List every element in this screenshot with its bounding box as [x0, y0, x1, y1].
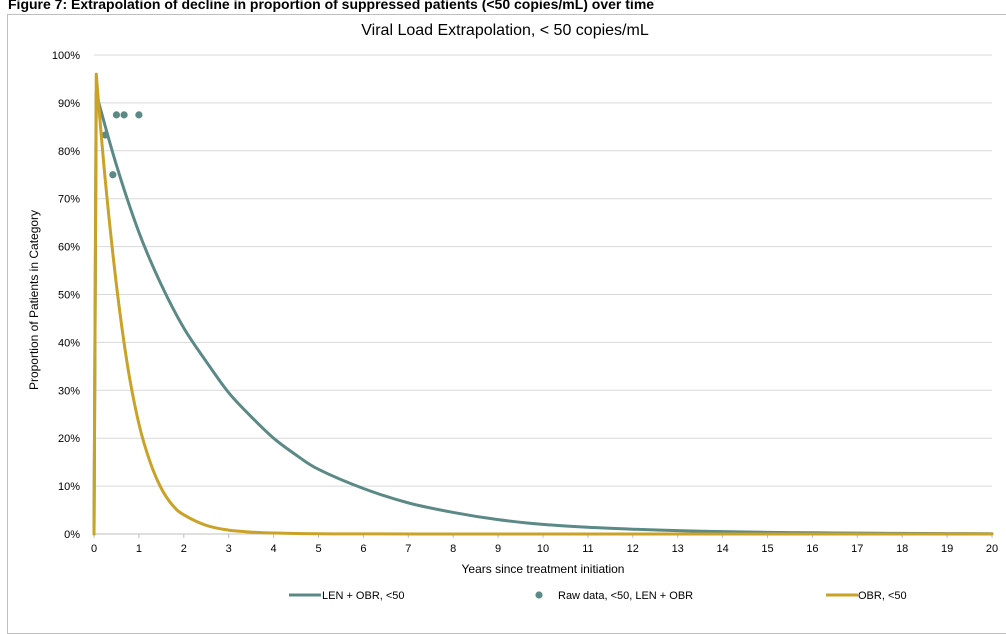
y-axis-title: Proportion of Patients in Category [27, 210, 41, 390]
grid-layer [94, 54, 992, 487]
x-tick-label: 11 [582, 543, 593, 555]
series-line-len-obr [92, 91, 994, 536]
x-tick-label: 18 [896, 543, 908, 555]
x-tick-label: 5 [315, 543, 321, 555]
x-axis-title: Years since treatment initiation [462, 562, 625, 576]
x-tick-label: 3 [226, 543, 232, 555]
raw-data-point [109, 171, 117, 179]
x-tick-label: 6 [360, 543, 366, 555]
legend-label: OBR, <50 [858, 590, 907, 602]
raw-data-point [112, 111, 121, 119]
y-tick-label: 70% [58, 194, 80, 206]
chart-title: Viral Load Extrapolation, < 50 copies/mL [361, 22, 649, 39]
series-layer [92, 72, 994, 536]
x-tick-label: 0 [91, 543, 97, 555]
y-tick-label: 0% [64, 529, 80, 541]
x-tick-label: 16 [806, 543, 818, 555]
raw-data-point [120, 111, 128, 119]
raw-data-point [101, 131, 109, 139]
y-tick-label: 80% [58, 146, 80, 158]
x-tick-label: 9 [495, 543, 501, 555]
y-tick-label: 20% [58, 433, 80, 445]
raw-data-point [135, 111, 143, 119]
legend-label: LEN + OBR, <50 [322, 590, 405, 602]
chart-frame: Viral Load Extrapolation, < 50 copies/mL… [7, 14, 1006, 634]
y-tick-label: 40% [58, 337, 80, 349]
axis-layer: 0%10%20%30%40%50%60%70%80%90%100%0 1 2 3 4 5 6… [52, 50, 998, 555]
legend-swatch-marker [535, 591, 543, 599]
y-tick-label: 30% [58, 385, 80, 397]
x-tick-label: 12 [627, 543, 639, 555]
x-tick-label: 2 [181, 543, 187, 555]
x-tick-label: 10 [537, 543, 549, 555]
x-tick-label: 1 [136, 543, 142, 555]
x-tick-label: 7 [405, 543, 411, 555]
series-line-obr [92, 72, 994, 536]
x-tick-label: 17 [851, 543, 863, 555]
x-tick-label: 15 [761, 543, 773, 555]
y-tick-label: 10% [58, 481, 80, 493]
legend: LEN + OBR, <50 Raw data, <50, LEN + OBR OB… [289, 590, 907, 602]
y-tick-label: 50% [58, 290, 80, 302]
x-tick-label: 19 [941, 543, 953, 555]
chart-svg: Viral Load Extrapolation, < 50 copies/mL… [27, 22, 998, 602]
x-tick-label: 8 [450, 543, 456, 555]
x-tick-label: 20 [986, 543, 998, 555]
legend-label: Raw data, <50, LEN + OBR [558, 590, 693, 602]
x-tick-label: 13 [672, 543, 684, 555]
figure-caption: Figure 7: Extrapolation of decline in pr… [8, 0, 655, 12]
x-tick-label: 4 [271, 543, 277, 555]
x-tick-label: 14 [716, 543, 728, 555]
y-tick-label: 90% [58, 98, 80, 110]
y-tick-label: 100% [52, 50, 80, 62]
y-tick-label: 60% [58, 242, 80, 254]
